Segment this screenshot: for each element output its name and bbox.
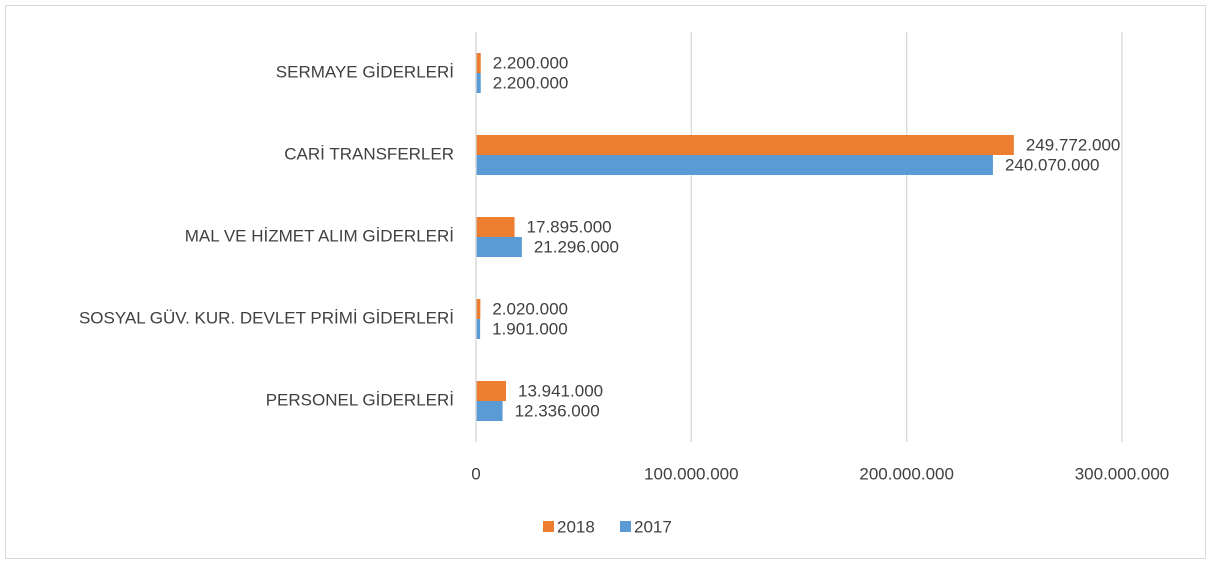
data-label: 2.200.000 xyxy=(493,73,569,92)
y-tick-label: MAL VE HİZMET ALIM GİDERLERİ xyxy=(185,226,454,245)
legend-swatch xyxy=(543,521,554,532)
y-tick-label: SERMAYE GİDERLERİ xyxy=(276,62,454,81)
data-label: 17.895.000 xyxy=(527,217,612,236)
data-label: 249.772.000 xyxy=(1026,135,1121,154)
chart-border xyxy=(5,5,1206,559)
bar xyxy=(476,53,481,73)
data-label: 13.941.000 xyxy=(518,381,603,400)
data-label: 21.296.000 xyxy=(534,237,619,256)
bar xyxy=(476,401,503,421)
data-label: 2.020.000 xyxy=(492,299,568,318)
bar xyxy=(476,155,993,175)
x-tick-label: 300.000.000 xyxy=(1075,464,1170,483)
x-tick-label: 200.000.000 xyxy=(859,464,954,483)
x-tick-label: 0 xyxy=(471,464,480,483)
bar xyxy=(476,319,481,339)
bar xyxy=(476,299,481,319)
x-tick-label: 100.000.000 xyxy=(644,464,739,483)
bar xyxy=(476,237,522,257)
data-label: 240.070.000 xyxy=(1005,155,1100,174)
bar xyxy=(476,73,481,93)
legend-label: 2017 xyxy=(634,517,672,536)
bar xyxy=(476,217,515,237)
data-label: 1.901.000 xyxy=(492,319,568,338)
y-tick-label: PERSONEL GİDERLERİ xyxy=(266,390,454,409)
bar xyxy=(476,381,507,401)
y-tick-label: CARİ TRANSFERLER xyxy=(284,144,454,163)
data-label: 12.336.000 xyxy=(515,401,600,420)
legend-label: 2018 xyxy=(557,517,595,536)
bar xyxy=(476,135,1014,155)
y-tick-label: SOSYAL GÜV. KUR. DEVLET PRİMİ GİDERLERİ xyxy=(79,308,454,327)
legend-swatch xyxy=(620,521,631,532)
data-label: 2.200.000 xyxy=(493,53,569,72)
